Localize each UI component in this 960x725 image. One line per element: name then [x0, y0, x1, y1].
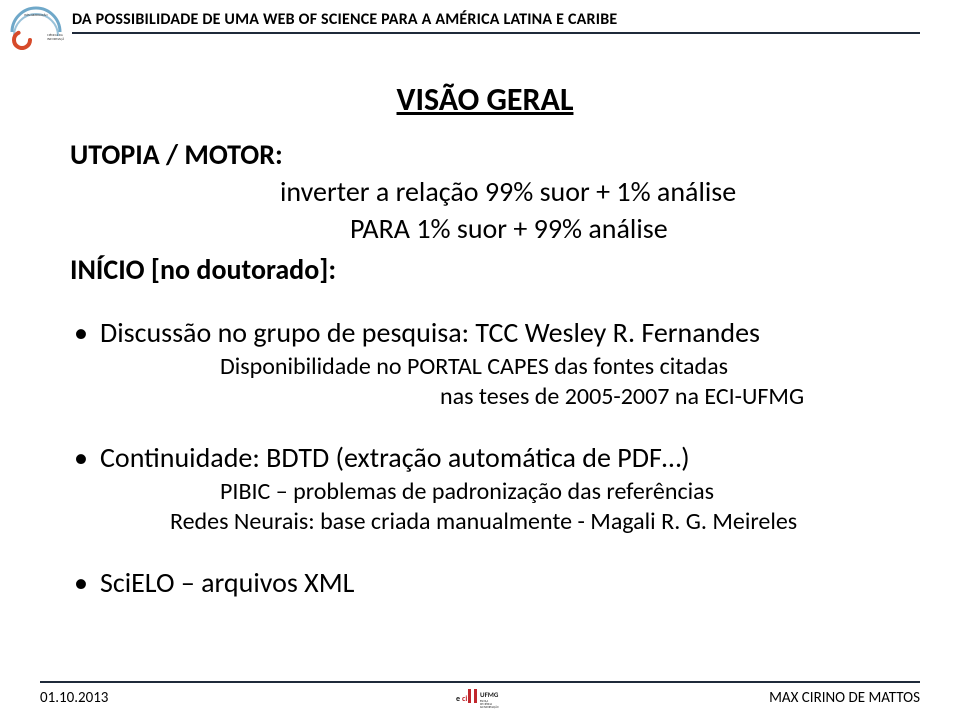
utopia-line-1: inverter a relação 99% suor + 1% análise	[280, 174, 900, 209]
footer-divider	[40, 681, 920, 683]
bullet-2-sub-2: Redes Neurais: base criada manualmente -…	[170, 507, 900, 537]
slide-title: VISÃO GERAL	[70, 80, 900, 119]
bullet-item-1: Discussão no grupo de pesquisa: TCC Wesl…	[70, 315, 900, 412]
bullet-1-sub-2: nas teses de 2005-2007 na ECI-UFMG	[440, 382, 900, 412]
bullet-3-text: SciELO – arquivos XML	[100, 565, 354, 600]
bullet-list: Discussão no grupo de pesquisa: TCC Wesl…	[70, 315, 900, 600]
ufmg-logo: UFMG ESCOLA DE CIÊNCIA DA INFORMAÇÃO e c…	[450, 687, 510, 711]
svg-text:e: e	[456, 694, 460, 704]
svg-text:PÓS-GRADUAÇÃO: PÓS-GRADUAÇÃO	[24, 12, 47, 17]
slide-content: VISÃO GERAL UTOPIA / MOTOR: inverter a r…	[70, 80, 900, 610]
section-inicio-label: INÍCIO [no doutorado]:	[70, 252, 900, 287]
program-logo: PÓS-GRADUAÇÃO CIÊNCIA DA INFORMAÇÃO	[8, 6, 64, 50]
slide-footer: 01.10.2013 UFMG ESCOLA DE CIÊNCIA DA INF…	[0, 681, 960, 717]
svg-text:INFORMAÇÃO: INFORMAÇÃO	[47, 36, 64, 41]
bullet-1-sub-1: Disponibilidade no PORTAL CAPES das font…	[220, 352, 900, 382]
svg-text:ci: ci	[462, 694, 467, 704]
bullet-2-text: Continuidade: BDTD (extração automática …	[100, 440, 690, 475]
bullet-1-text: Discussão no grupo de pesquisa: TCC Wesl…	[100, 315, 760, 350]
footer-date: 01.10.2013	[40, 689, 108, 707]
bullet-item-2: Continuidade: BDTD (extração automática …	[70, 440, 900, 537]
list-spacer	[70, 422, 900, 440]
bullet-item-3: SciELO – arquivos XML	[70, 565, 900, 600]
header-divider	[72, 32, 920, 34]
footer-author: MAX CIRINO DE MATTOS	[769, 689, 920, 707]
svg-text:DA INFORMAÇÃO: DA INFORMAÇÃO	[480, 706, 499, 709]
list-spacer-2	[70, 547, 900, 565]
svg-text:UFMG: UFMG	[480, 690, 499, 699]
section-utopia-label: UTOPIA / MOTOR:	[70, 137, 900, 172]
slide-header: PÓS-GRADUAÇÃO CIÊNCIA DA INFORMAÇÃO DA P…	[0, 6, 960, 46]
header-title: DA POSSIBILIDADE DE UMA WEB OF SCIENCE P…	[72, 10, 617, 29]
bullet-2-sub-1: PIBIC – problemas de padronização das re…	[220, 477, 900, 507]
utopia-line-2: PARA 1% suor + 99% análise	[350, 211, 900, 246]
